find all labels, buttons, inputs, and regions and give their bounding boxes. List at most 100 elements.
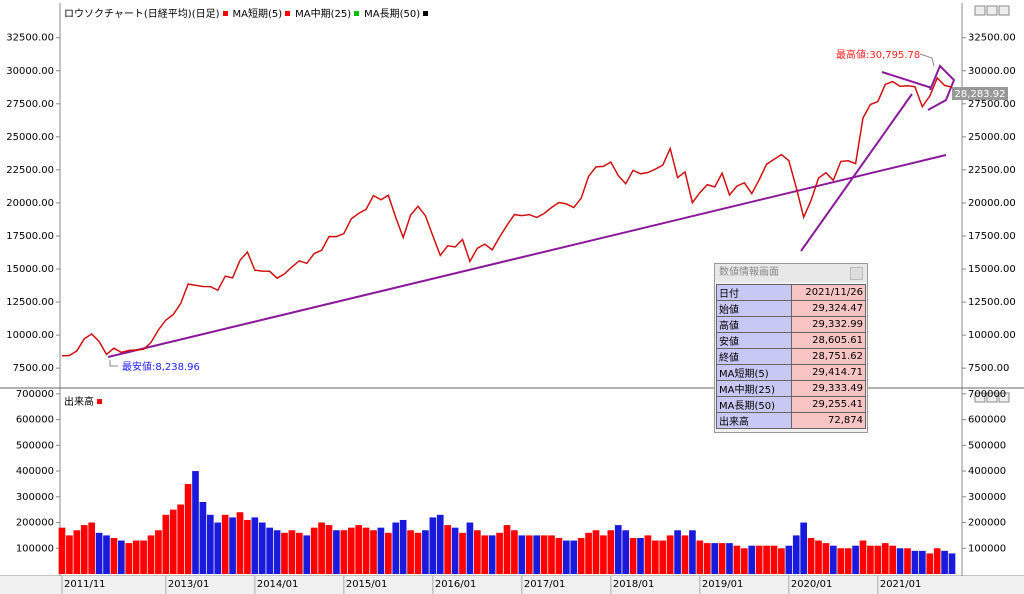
y-tick-label: 400000 — [968, 466, 1006, 477]
annotation-pointer — [109, 53, 935, 367]
volume-bar — [689, 530, 696, 574]
volume-bar — [80, 525, 88, 574]
volume-bar — [703, 543, 711, 574]
y-tick-label: 700000 — [16, 389, 54, 400]
trend-lines — [107, 64, 956, 358]
volume-bar — [333, 530, 340, 574]
volume-bar — [674, 530, 681, 574]
volume-bar — [496, 532, 503, 574]
volume-bar — [881, 543, 889, 574]
button[interactable] — [974, 392, 986, 403]
volume-bar — [355, 525, 363, 574]
volume-bar — [473, 530, 481, 574]
volume-bar — [414, 532, 422, 574]
price-legend: ロウソクチャート(日経平均)(日足) MA短期(5) MA中期(25) MA長期(50… — [64, 5, 433, 20]
volume-bar — [177, 504, 185, 574]
volume-bar — [169, 509, 177, 574]
volume-bar — [258, 522, 266, 574]
info-row: 終値 28,751.62 — [716, 348, 866, 365]
y-tick-label: 7500.00 — [968, 363, 1009, 374]
button[interactable] — [986, 5, 998, 16]
y-tick-label: 100000 — [16, 543, 54, 554]
y-tick-label: 25000.00 — [6, 132, 54, 143]
volume-bar — [785, 545, 793, 574]
button[interactable] — [986, 392, 998, 403]
x-tick-label: 2014/01 — [257, 579, 299, 590]
legend-swatch — [285, 11, 291, 16]
volume-bar — [763, 545, 770, 574]
legend-label: MA短期(5) — [232, 9, 283, 20]
volume-bar — [362, 527, 370, 574]
volume-title: 出来高 — [64, 397, 94, 408]
info-value: 28,751.62 — [791, 348, 866, 365]
y-tick-label: 500000 — [968, 440, 1006, 451]
y-tick-label: 22500.00 — [6, 165, 54, 176]
button[interactable] — [998, 5, 1010, 16]
volume-bar — [867, 545, 874, 574]
volume-bar — [466, 522, 474, 574]
volume-bar — [251, 517, 259, 574]
volume-bar — [214, 522, 222, 574]
y-tick-label: 100000 — [968, 543, 1006, 554]
info-key: MA中期(25) — [716, 380, 792, 397]
button[interactable] — [998, 392, 1010, 403]
volume-bar — [518, 535, 526, 574]
volume-bar — [911, 550, 919, 574]
info-panel: 数値情報画面 日付 2021/11/26 始値 29,324.47 高値 29,332.9… — [714, 263, 868, 433]
info-key: MA短期(5) — [716, 364, 792, 381]
volume-bar — [740, 548, 748, 574]
volume-bar — [281, 532, 288, 574]
volume-bar — [859, 540, 867, 574]
info-row: 安値 28,605.61 — [716, 332, 866, 349]
info-value: 29,332.99 — [791, 316, 866, 333]
y-tick-label: 15000.00 — [968, 264, 1016, 275]
volume-bar — [815, 540, 822, 574]
volume-bar — [585, 532, 592, 574]
x-tick-label: 2018/01 — [613, 579, 655, 590]
volume-bar — [295, 532, 303, 574]
volume-bar — [488, 535, 496, 574]
volume-bar — [822, 543, 830, 574]
volume-bar — [266, 527, 274, 574]
volume-bar — [155, 530, 162, 574]
y-tick-label: 17500.00 — [6, 231, 54, 242]
x-tick-label: 2016/01 — [435, 579, 477, 590]
volume-bar — [792, 535, 800, 574]
info-value: 29,324.47 — [791, 300, 866, 317]
y-tick-label: 20000.00 — [6, 198, 54, 209]
volume-bar — [73, 530, 81, 574]
volume-bar — [125, 543, 133, 574]
volume-bar — [384, 532, 392, 574]
volume-bar — [192, 471, 199, 574]
info-row: MA短期(5) 29,414.71 — [716, 364, 866, 381]
info-key: MA長期(50) — [716, 396, 792, 413]
volume-bar — [481, 535, 489, 574]
close-button[interactable] — [850, 267, 863, 280]
info-title-bar: 数値情報画面 — [715, 264, 867, 282]
volume-bar — [399, 519, 407, 574]
last-price: 28,283.92 — [955, 89, 1006, 100]
volume-bar — [681, 535, 689, 574]
window-buttons — [974, 5, 1010, 403]
button[interactable] — [974, 5, 986, 16]
y-tick-label: 32500.00 — [968, 33, 1016, 44]
y-tick-label: 500000 — [16, 440, 54, 451]
volume-bar — [325, 525, 333, 574]
volume-bar — [852, 545, 859, 574]
volume-bar — [110, 537, 118, 574]
volume-bar — [807, 537, 815, 574]
volume-bar — [904, 548, 911, 574]
trend-line — [927, 64, 956, 111]
info-value: 29,255.41 — [791, 396, 866, 413]
volume-bar — [755, 545, 763, 574]
info-key: 出来高 — [716, 412, 792, 429]
y-tick-label: 17500.00 — [968, 231, 1016, 242]
volume-bar — [422, 530, 429, 574]
volume-bar — [778, 548, 785, 574]
trend-line — [881, 71, 933, 89]
volume-bar — [948, 553, 956, 574]
x-tick-label: 2013/01 — [168, 579, 210, 590]
volume-bar — [800, 522, 808, 574]
volume-bar — [896, 548, 904, 574]
